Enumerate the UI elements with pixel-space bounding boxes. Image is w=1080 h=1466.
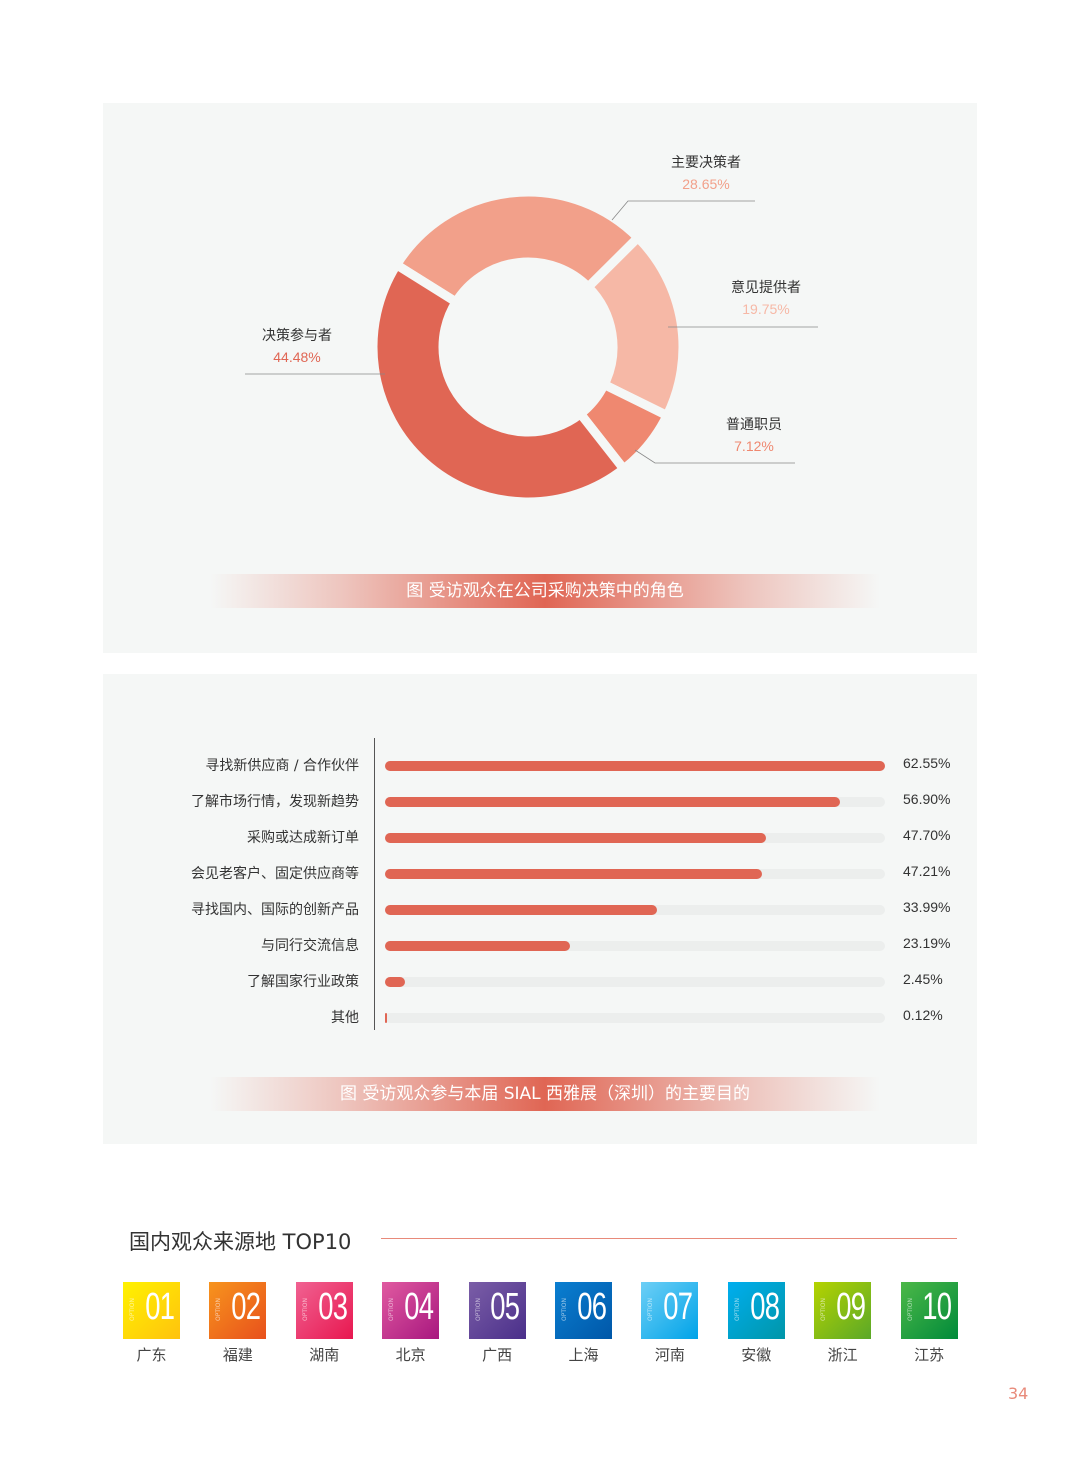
bar-row: 寻找新供应商 / 合作伙伴 62.55%	[103, 747, 977, 783]
option-text: OPTION	[647, 1298, 655, 1321]
bar	[385, 977, 405, 987]
bar-value: 47.70%	[903, 827, 951, 843]
option-text: OPTION	[733, 1298, 741, 1321]
bar-value: 56.90%	[903, 791, 951, 807]
bar-row: 了解市场行情，发现新趋势 56.90%	[103, 783, 977, 819]
city-name: 北京	[395, 1346, 426, 1364]
slice-label: 决策参与者 44.48%	[262, 328, 332, 365]
bar-row: 与同行交流信息 23.19%	[103, 927, 977, 963]
bar-panel: 寻找新供应商 / 合作伙伴 62.55% 了解市场行情，发现新趋势 56.90% 采…	[103, 674, 977, 1144]
rank-badge: OPTION 07	[641, 1282, 699, 1339]
page-number: 34	[1008, 1384, 1029, 1403]
bar-row: 采购或达成新订单 47.70%	[103, 819, 977, 855]
bar-row: 了解国家行业政策 2.45%	[103, 963, 977, 999]
donut-slice	[581, 231, 688, 422]
leader-line	[634, 449, 795, 464]
option-text: OPTION	[474, 1298, 482, 1321]
section-title: 国内观众来源地 TOP10	[129, 1230, 352, 1254]
bar	[385, 797, 840, 807]
bar-label: 与同行交流信息	[261, 938, 359, 954]
city-name: 广东	[136, 1346, 167, 1364]
divider	[381, 1238, 957, 1239]
leader-line	[611, 200, 755, 221]
city-name: 福建	[222, 1346, 253, 1364]
axis-line	[374, 738, 375, 1030]
option-text: OPTION	[561, 1298, 568, 1321]
rank-badge: OPTION 03	[295, 1282, 353, 1339]
slice-label: 普通职员 7.12%	[726, 417, 782, 454]
rank-number: 06	[576, 1286, 607, 1328]
rank-badge: OPTION 04	[382, 1282, 440, 1339]
slice-label: 主要决策者 28.65%	[671, 155, 741, 192]
donut-slice	[390, 187, 645, 309]
bar	[385, 833, 767, 843]
rank-number: 02	[231, 1286, 261, 1328]
city-name: 江苏	[914, 1346, 945, 1364]
rank-number: 03	[317, 1286, 348, 1328]
bar-value: 0.12%	[903, 1007, 943, 1023]
bar-row: 寻找国内、国际的创新产品 33.99%	[103, 891, 977, 927]
rank-badge: OPTION 02	[209, 1282, 267, 1339]
city-name: 广西	[482, 1346, 513, 1364]
city-name: 河南	[654, 1346, 685, 1364]
bar	[385, 1013, 387, 1023]
bar-value: 2.45%	[903, 971, 943, 987]
bar-track	[385, 761, 885, 771]
rank-badge: OPTION 08	[727, 1282, 785, 1339]
city-name: 上海	[568, 1346, 599, 1364]
option-text: OPTION	[820, 1298, 828, 1321]
rank-badge: OPTION 01	[123, 1282, 180, 1339]
bar-track	[385, 797, 885, 807]
bar-label: 采购或达成新订单	[247, 830, 359, 846]
bar-label: 寻找新供应商 / 合作伙伴	[205, 758, 359, 774]
bar-row: 其他 0.12%	[103, 999, 977, 1035]
rank-number: 08	[749, 1286, 780, 1328]
option-text: OPTION	[215, 1298, 223, 1321]
bar-track	[385, 869, 885, 879]
bar-label: 了解市场行情，发现新趋势	[191, 794, 359, 810]
bar-track	[385, 833, 885, 843]
bar	[385, 941, 571, 951]
bar-value: 33.99%	[903, 899, 951, 915]
bar	[385, 761, 885, 771]
bar	[385, 905, 657, 915]
bar-label: 会见老客户、固定供应商等	[191, 866, 359, 882]
bar	[385, 869, 763, 879]
slice-label: 意见提供者 19.75%	[731, 280, 801, 317]
rank-number: 09	[836, 1286, 866, 1328]
rank-number: 01	[144, 1286, 175, 1328]
rank-badge: OPTION 09	[814, 1282, 872, 1339]
option-text: OPTION	[129, 1298, 136, 1321]
rank-badge: OPTION 05	[468, 1282, 526, 1339]
bar-track	[385, 905, 885, 915]
city-name: 湖南	[309, 1346, 340, 1364]
city-name: 浙江	[827, 1346, 858, 1364]
rank-badge: OPTION 06	[555, 1282, 612, 1339]
bar-value: 62.55%	[903, 755, 951, 771]
donut-chart	[245, 187, 818, 507]
bar-label: 了解国家行业政策	[247, 974, 359, 990]
bar-value: 47.21%	[903, 863, 951, 879]
rank-number: 10	[922, 1286, 953, 1328]
option-text: OPTION	[906, 1298, 914, 1321]
bar-row: 会见老客户、固定供应商等 47.21%	[103, 855, 977, 891]
city-name: 安徽	[741, 1346, 772, 1364]
bar-label: 其他	[331, 1010, 359, 1026]
bar-label: 寻找国内、国际的创新产品	[191, 902, 359, 918]
figure-caption: 图 受访观众参与本届 SIAL 西雅展（深圳）的主要目的	[210, 1077, 880, 1111]
bar-value: 23.19%	[903, 935, 951, 951]
rank-number: 05	[490, 1286, 521, 1328]
donut-slice	[368, 258, 631, 507]
rank-number: 04	[404, 1286, 434, 1328]
option-text: OPTION	[388, 1298, 396, 1321]
figure-caption: 图 受访观众在公司采购决策中的角色	[210, 574, 880, 608]
bar-track	[385, 1013, 885, 1023]
rank-badge: OPTION 10	[900, 1282, 958, 1339]
bar-track	[385, 941, 885, 951]
option-text: OPTION	[301, 1298, 309, 1321]
bar-track	[385, 977, 885, 987]
rank-number: 07	[663, 1286, 693, 1328]
